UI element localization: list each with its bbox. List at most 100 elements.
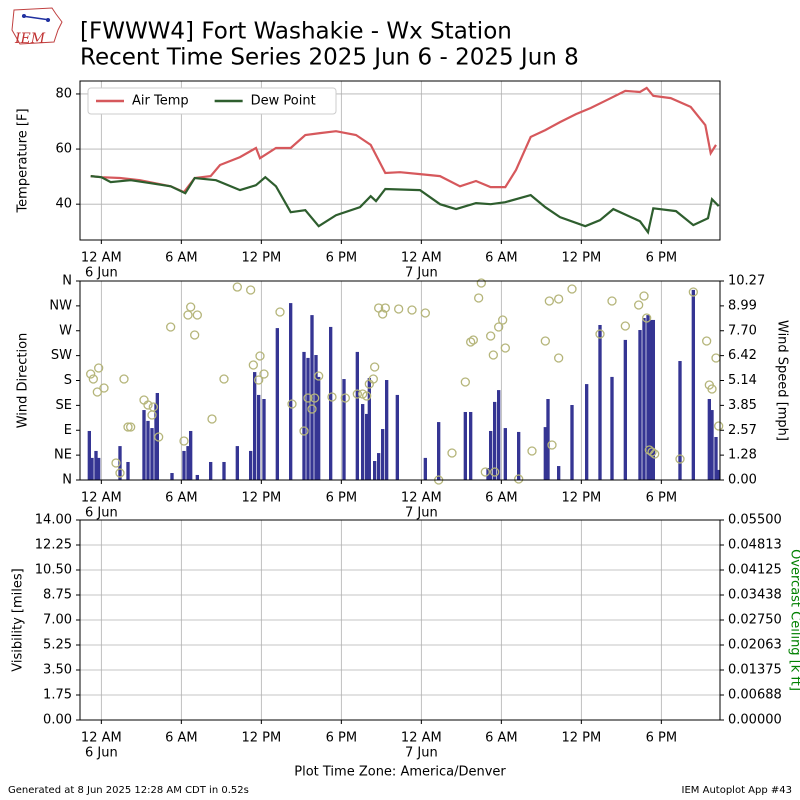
x-tick-label: 12 PM (241, 731, 281, 746)
wind-direction-point (327, 392, 337, 402)
wind-speed-bar (361, 404, 365, 480)
wind-speed-bar (469, 411, 473, 480)
y-tick-label: E (64, 423, 72, 438)
logo-line (21, 15, 51, 21)
wind-speed-bar (209, 461, 213, 480)
wind-speed-bar (302, 351, 306, 480)
y2-tick-label: 0.04125 (728, 563, 782, 578)
wind-direction-point (480, 467, 490, 477)
x-date-label: 7 Jun (405, 266, 438, 281)
wind-direction-point (554, 294, 564, 304)
wind-speed-bar (714, 436, 718, 480)
wind-direction-point (380, 303, 390, 313)
x-tick-label: 6 PM (326, 251, 357, 266)
wind-speed-bar (585, 384, 589, 480)
wind-speed-bar (373, 461, 377, 480)
y2-axis-label: Wind Speed [mph] (775, 320, 790, 441)
plot-frame (79, 280, 721, 481)
wind-direction-point (707, 384, 717, 394)
wind-direction-point (232, 282, 242, 292)
wind-direction-point (340, 393, 350, 403)
x-date-label: 6 Jun (85, 746, 118, 761)
y-axis-label: Temperature [F] (16, 108, 31, 213)
y2-tick-label: 5.14 (728, 373, 757, 388)
x-tick-label: 6 PM (646, 491, 677, 506)
wind-speed-bar (146, 420, 150, 480)
wind-speed-bar (253, 372, 257, 480)
wind-speed-bar (570, 405, 574, 480)
wind-speed-bar (642, 318, 646, 480)
x-tick-label: 12 AM (81, 251, 122, 266)
wind-direction-point (650, 449, 660, 459)
y-tick-label: 7.00 (43, 613, 72, 628)
wind-speed-bar (395, 394, 399, 480)
x-tick-label: 12 PM (241, 491, 281, 506)
wind-direction-point (490, 467, 500, 477)
line-series (90, 175, 720, 235)
wind-direction-point (547, 440, 557, 450)
footer-right: IEM Autoplot App #43 (682, 785, 792, 796)
y-tick-label: S (64, 373, 72, 388)
y-tick-label: N (62, 274, 72, 289)
wind-speed-bar (497, 390, 501, 480)
y2-tick-label: 1.28 (728, 448, 757, 463)
wind-speed-bar (385, 380, 389, 480)
wind-direction-point (498, 315, 508, 325)
wind-direction-point (303, 393, 313, 403)
wind-speed-bar (557, 466, 561, 480)
wind-direction-point (119, 374, 129, 384)
x-tick-label: 6 PM (326, 491, 357, 506)
x-tick-label: 12 PM (561, 251, 601, 266)
wind-direction-point (310, 393, 320, 403)
wind-speed-bar (710, 410, 714, 480)
wind-direction-point (287, 399, 297, 409)
wind-direction-point (307, 404, 317, 414)
y2-tick-label: 0.02063 (728, 638, 782, 653)
wind-speed-bar (651, 319, 655, 480)
wind-direction-point (259, 369, 269, 379)
y-axis-label: Wind Direction (16, 333, 31, 429)
plot-frame (79, 519, 721, 721)
x-tick-label: 6 AM (165, 251, 198, 266)
wind-speed-bar (186, 446, 190, 480)
wind-speed-bar (317, 376, 321, 480)
wind-direction-point (420, 308, 430, 318)
wind-speed-bar (463, 411, 467, 480)
y-tick-label: NE (54, 448, 72, 463)
wind-direction-point (192, 310, 202, 320)
wind-direction-point (126, 422, 136, 432)
logo: IEM (11, 7, 63, 47)
wind-speed-bar (649, 319, 653, 480)
wind-speed-bar (367, 378, 371, 480)
wind-speed-bar (142, 410, 146, 480)
wind-speed-bar (355, 351, 359, 480)
y2-tick-label: 0.00000 (728, 713, 782, 728)
wind-speed-bar (646, 315, 650, 480)
wind-direction-point (115, 468, 125, 478)
y2-tick-label: 0.00688 (728, 688, 782, 703)
wind-direction-point (711, 353, 721, 363)
wind-speed-bar (598, 324, 602, 480)
wind-direction-point (486, 331, 496, 341)
wind-direction-point (370, 362, 380, 372)
y-tick-label: 5.25 (43, 638, 72, 653)
wind-direction-point (166, 322, 176, 332)
wind-direction-point (207, 414, 217, 424)
wind-direction-point (634, 300, 644, 310)
y-tick-label: 80 (55, 86, 72, 101)
x-tick-label: 6 AM (165, 491, 198, 506)
wind-direction-point (148, 402, 158, 412)
wind-direction-point (466, 337, 476, 347)
y2-tick-label: 2.57 (728, 423, 757, 438)
y2-tick-label: 0.03438 (728, 588, 782, 603)
panel: 12 AM 6 AM 12 PM 6 PM 12 AM 6 AM 12 PM 6 PM 6 Ju… (16, 274, 790, 521)
wind-direction-point (123, 422, 133, 432)
wind-direction-point (299, 426, 309, 436)
wind-speed-bar (195, 474, 199, 480)
y2-tick-label: 0.00 (728, 473, 757, 488)
wind-direction-point (314, 371, 324, 381)
panel: 12 AM 6 AM 12 PM 6 PM 12 AM 6 AM 12 PM 6 PM 6 Ju… (11, 513, 800, 780)
x-axis-label: Plot Time Zone: America/Denver (294, 765, 506, 780)
x-tick-label: 12 AM (81, 731, 122, 746)
wind-direction-point (154, 432, 164, 442)
